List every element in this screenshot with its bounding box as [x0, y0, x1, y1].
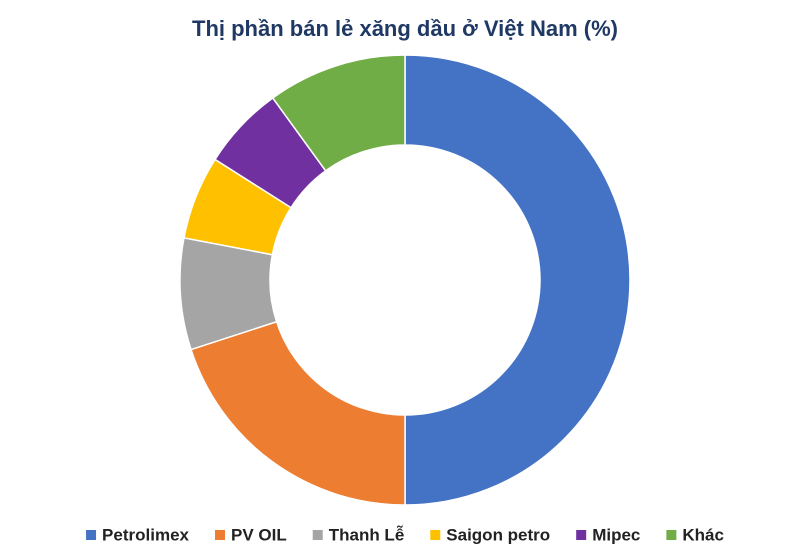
chart-title: Thị phần bán lẻ xăng dầu ở Việt Nam (%)	[192, 16, 618, 41]
legend-swatch	[430, 530, 441, 540]
legend-swatch	[214, 530, 225, 540]
donut-slice	[190, 320, 406, 506]
legend-swatch	[312, 530, 323, 540]
legend-label: Saigon petro	[446, 525, 550, 544]
legend-swatch	[576, 530, 587, 540]
legend-swatch	[86, 530, 97, 540]
donut-slice	[271, 54, 406, 172]
legend-label: PV OIL	[231, 525, 287, 544]
legend-label: Petrolimex	[102, 525, 189, 544]
legend-label: Mipec	[592, 525, 640, 544]
legend-label: Thanh Lễ	[329, 525, 405, 544]
legend-label: Khác	[682, 525, 724, 544]
donut-slice	[404, 54, 631, 506]
legend-swatch	[666, 530, 677, 540]
